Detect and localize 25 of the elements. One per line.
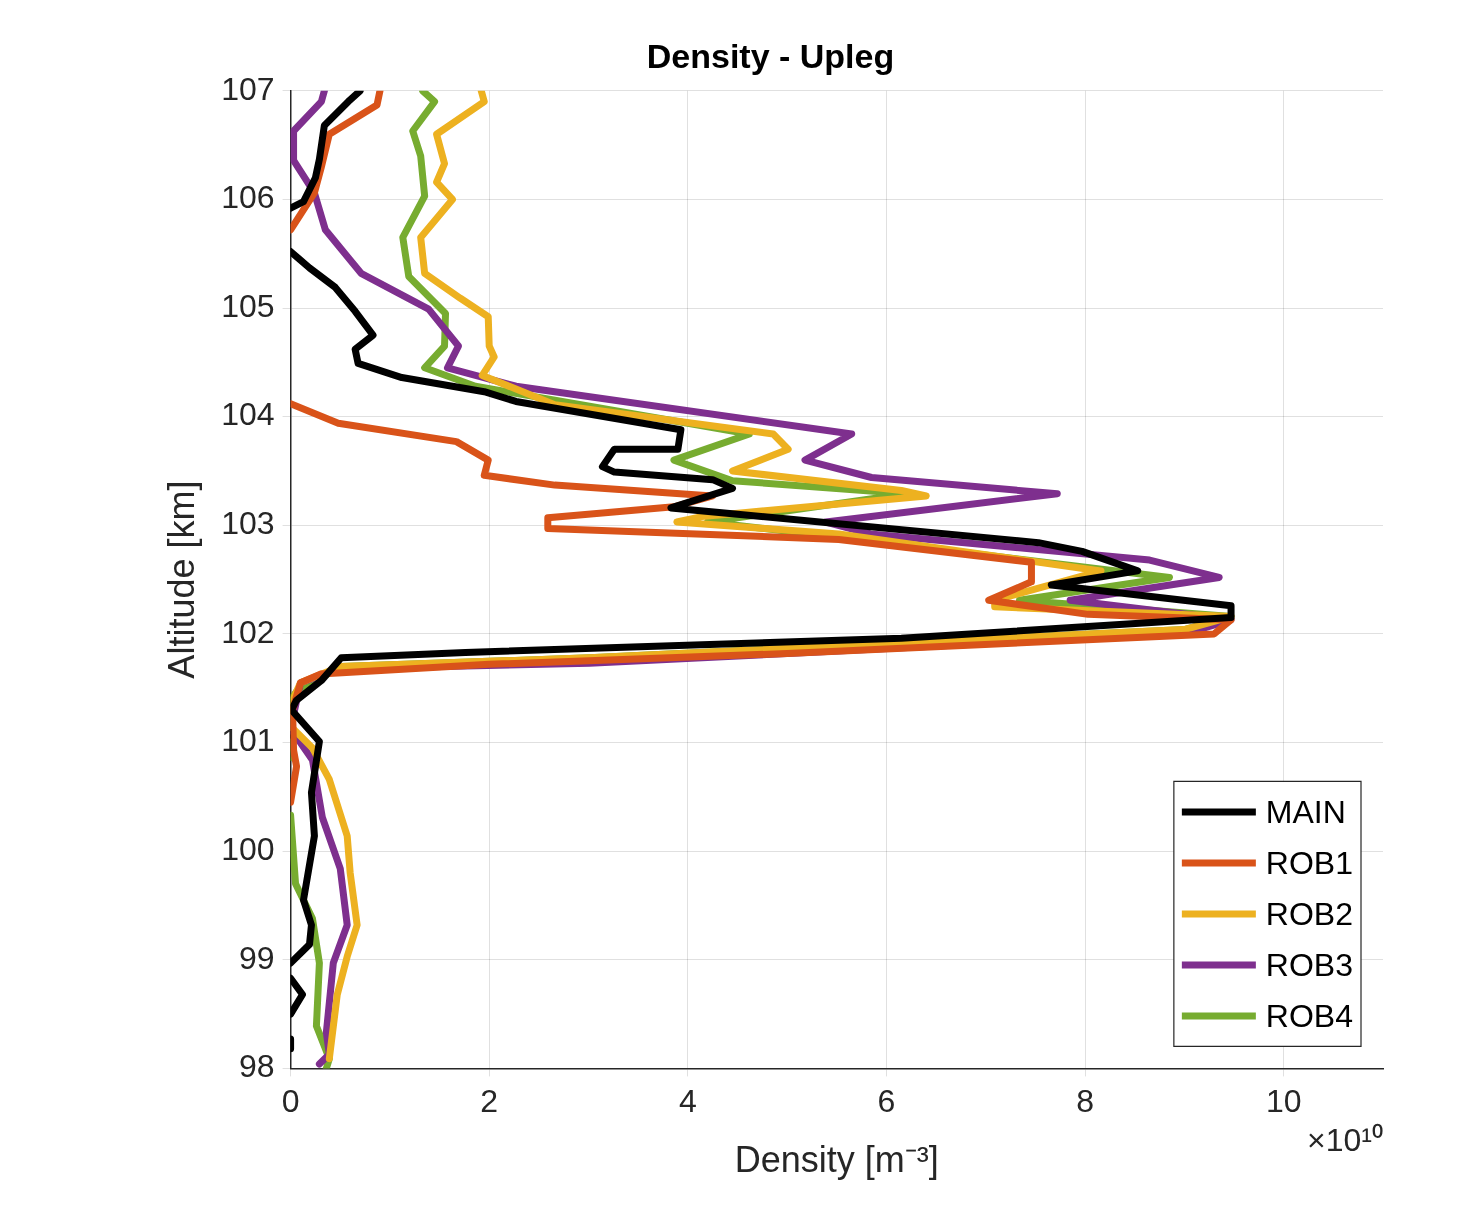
y-tick-label: 104	[221, 396, 275, 433]
y-tick-label: 102	[221, 613, 275, 650]
chart-title: Density - Upleg	[646, 36, 895, 75]
x-tick-label: 0	[281, 1083, 300, 1120]
y-tick-label: 98	[239, 1048, 275, 1085]
y-tick-label: 99	[239, 939, 275, 976]
legend-label: ROB4	[1265, 997, 1353, 1034]
legend-label: ROB1	[1265, 844, 1353, 881]
y-tick-label: 103	[221, 505, 275, 542]
y-tick-label: 106	[221, 179, 275, 216]
y-tick-label: 100	[221, 830, 275, 867]
y-tick-label: 105	[221, 287, 275, 324]
y-tick-label: 107	[221, 70, 275, 107]
text: ×10¹⁰	[1307, 1122, 1383, 1159]
x-tick-label: 2	[480, 1083, 499, 1120]
y-tick-label: 101	[221, 722, 275, 759]
legend-label: ROB2	[1265, 895, 1353, 932]
legend-label: MAIN	[1265, 793, 1346, 830]
y-axis-title: Altitude [km]	[160, 480, 202, 679]
x-tick-label: 6	[877, 1083, 896, 1120]
x-tick-label: 8	[1076, 1083, 1094, 1120]
x-tick-label: 4	[678, 1083, 697, 1120]
legend-label: ROB3	[1265, 946, 1353, 983]
x-tick-label: 10	[1265, 1083, 1302, 1120]
x-axis-title: Density [m⁻³]	[734, 1139, 939, 1181]
